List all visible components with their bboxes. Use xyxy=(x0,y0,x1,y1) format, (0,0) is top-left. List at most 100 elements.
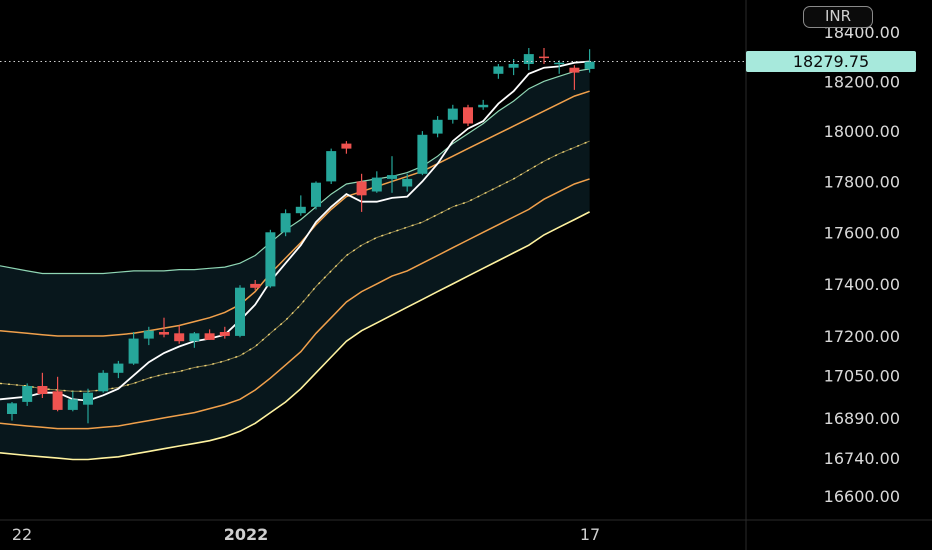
time-tick-label: 22 xyxy=(12,525,32,544)
candle xyxy=(113,360,124,379)
candlestick-series xyxy=(7,48,595,424)
candle xyxy=(539,48,549,64)
candle-body xyxy=(554,62,565,65)
candle xyxy=(311,181,321,210)
candle xyxy=(143,326,154,346)
candle-body xyxy=(83,392,93,405)
price-tick-label: 17400.00 xyxy=(824,275,900,294)
candle xyxy=(159,317,169,338)
price-tick-label: 17050.00 xyxy=(824,366,900,385)
price-tick-label: 16740.00 xyxy=(824,449,900,468)
last-price-badge: 18279.75 xyxy=(746,51,916,72)
mid-moving-average-line xyxy=(0,68,590,275)
candle xyxy=(554,60,565,74)
indicator-bands xyxy=(0,60,590,461)
candle-body xyxy=(52,391,63,410)
candle xyxy=(67,391,78,412)
candle xyxy=(235,285,245,338)
candle-body xyxy=(508,64,519,68)
candle xyxy=(432,116,443,138)
price-tick-label: 17800.00 xyxy=(824,172,900,191)
candle-body xyxy=(432,119,443,134)
fast-moving-average-line xyxy=(0,60,590,402)
time-axis[interactable]: 22 2022 17 xyxy=(12,525,600,544)
candle xyxy=(402,173,413,192)
candle xyxy=(569,65,580,90)
candle-body xyxy=(569,67,580,73)
candle-body xyxy=(174,333,185,342)
candle-body xyxy=(159,332,169,335)
time-tick-label: 2022 xyxy=(224,525,269,544)
candle-body xyxy=(265,232,276,287)
candle xyxy=(37,372,48,398)
candle-body xyxy=(523,54,534,64)
currency-selector[interactable]: INR xyxy=(803,6,873,28)
candle xyxy=(326,148,337,184)
candle xyxy=(341,141,352,154)
candle xyxy=(128,332,139,365)
candle-body xyxy=(539,56,549,59)
candle xyxy=(387,156,397,193)
candle xyxy=(417,131,428,176)
candle-body xyxy=(250,283,261,288)
candle xyxy=(83,388,93,424)
price-tick-label: 17600.00 xyxy=(824,223,900,242)
candle xyxy=(174,325,185,344)
candle xyxy=(463,104,473,127)
candle xyxy=(478,99,489,110)
candle-body xyxy=(447,108,458,120)
price-tick-label: 16890.00 xyxy=(824,409,900,428)
candle xyxy=(204,329,215,340)
candle xyxy=(356,173,367,212)
candle xyxy=(447,104,458,124)
candle xyxy=(295,195,306,216)
candle-body xyxy=(341,143,352,149)
candle xyxy=(371,171,382,193)
candle-body xyxy=(280,213,291,233)
candle-body xyxy=(189,333,200,342)
price-tick-label: 16600.00 xyxy=(824,487,900,506)
candle xyxy=(98,370,109,393)
candle-body xyxy=(113,363,124,373)
candle-body xyxy=(295,206,306,214)
candle-body xyxy=(311,182,321,207)
price-tick-label: 18200.00 xyxy=(824,72,900,91)
candle-body xyxy=(37,386,48,394)
outer-lower-band-line xyxy=(0,211,590,461)
candle-body xyxy=(463,107,473,124)
candle-body xyxy=(478,104,489,108)
candle-body xyxy=(22,386,33,402)
candle-body xyxy=(128,338,139,364)
candle xyxy=(189,332,200,348)
candle xyxy=(584,49,595,73)
candle xyxy=(523,48,534,71)
price-axis[interactable]: 18400.0018200.0018000.0017800.0017600.00… xyxy=(824,23,900,506)
time-tick-label: 17 xyxy=(580,525,600,544)
candle xyxy=(493,64,504,79)
candle-body xyxy=(143,330,154,339)
candle-body xyxy=(402,178,413,187)
candle-body xyxy=(356,181,367,196)
candle-body xyxy=(67,399,78,410)
price-tick-label: 17200.00 xyxy=(824,327,900,346)
candle-body xyxy=(204,333,215,340)
candle xyxy=(7,402,17,421)
center-line xyxy=(0,140,590,392)
candle xyxy=(250,280,261,291)
inner-upper-band-line xyxy=(0,90,590,337)
candle xyxy=(219,326,230,339)
candle-body xyxy=(98,372,109,392)
candle-body xyxy=(235,287,245,336)
candle xyxy=(280,209,291,237)
candle xyxy=(265,229,276,288)
candle xyxy=(52,376,63,412)
candle-body xyxy=(219,332,230,336)
candle-body xyxy=(493,66,504,74)
candle-body xyxy=(417,134,428,174)
inner-lower-band-line xyxy=(0,178,590,430)
candle-body xyxy=(326,151,337,182)
candle-body xyxy=(371,177,382,192)
candle-body xyxy=(584,61,595,69)
